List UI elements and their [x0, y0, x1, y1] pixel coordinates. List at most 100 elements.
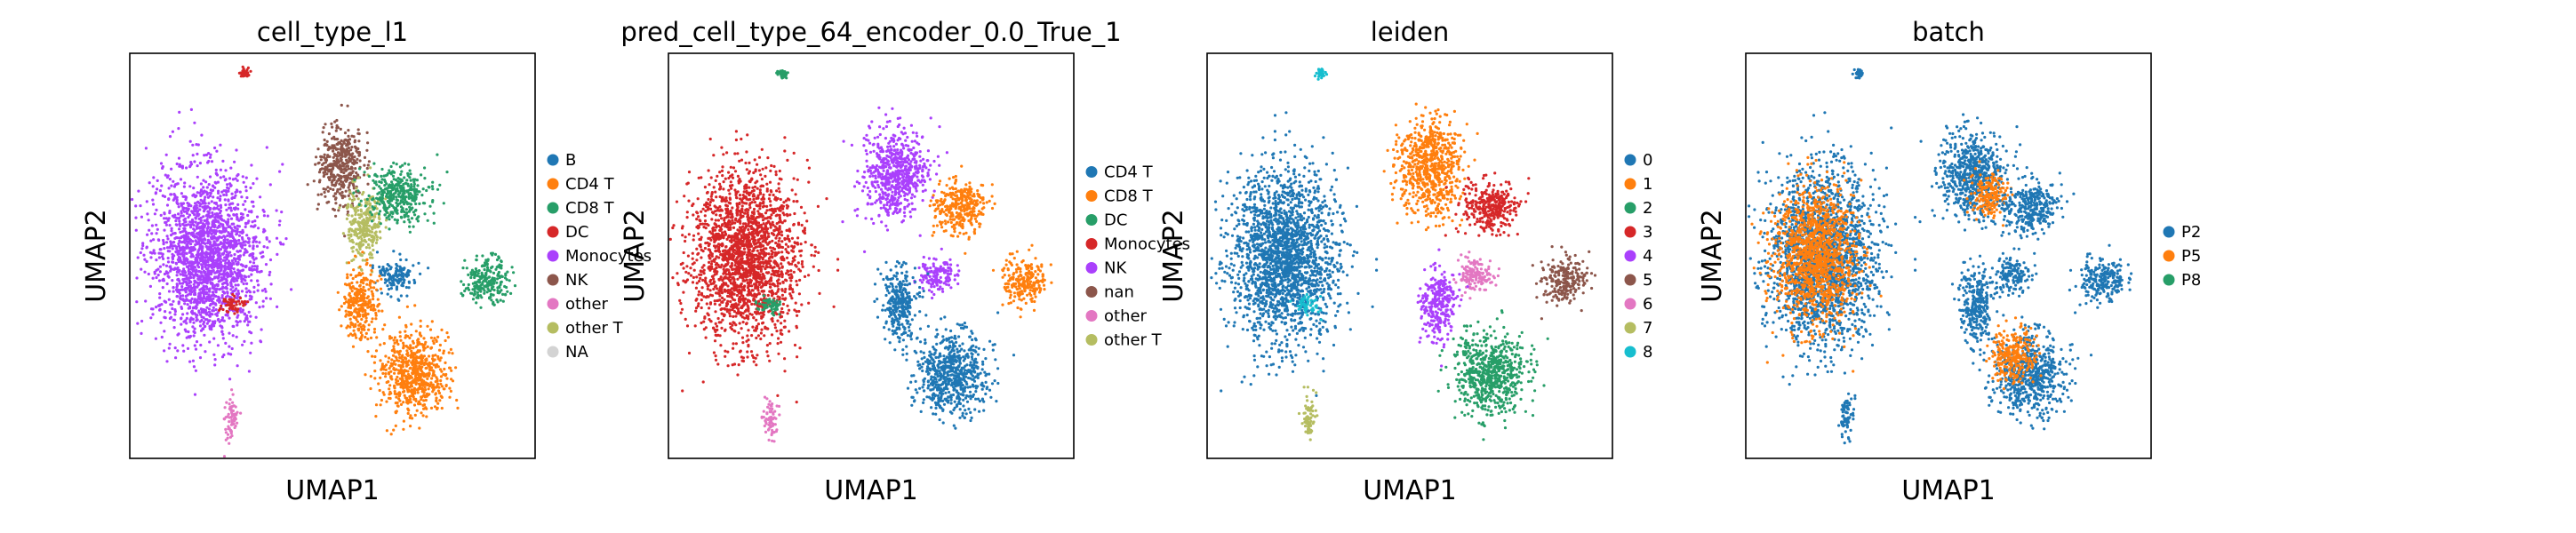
point: [419, 367, 422, 370]
point: [167, 187, 171, 190]
point: [155, 268, 158, 272]
point: [146, 212, 149, 216]
point: [361, 193, 364, 196]
point: [204, 350, 207, 354]
point: [164, 264, 169, 267]
point: [178, 227, 181, 231]
point: [220, 287, 223, 290]
point: [417, 261, 420, 265]
point: [248, 294, 252, 298]
point: [195, 315, 198, 319]
point: [424, 358, 428, 362]
point: [496, 277, 500, 281]
point: [412, 196, 415, 200]
point: [402, 278, 405, 282]
point: [372, 327, 377, 331]
point: [406, 407, 410, 410]
cluster-4: [237, 65, 252, 78]
point: [355, 336, 358, 339]
point: [437, 348, 442, 352]
point: [213, 236, 217, 240]
point: [408, 220, 412, 224]
point: [404, 384, 407, 387]
point: [373, 215, 377, 219]
point: [198, 324, 203, 328]
point: [375, 174, 379, 179]
point: [382, 342, 386, 346]
point: [436, 389, 440, 393]
point: [163, 247, 166, 251]
point: [395, 195, 398, 199]
point: [227, 213, 230, 217]
point: [186, 211, 189, 215]
point: [254, 240, 258, 243]
point: [338, 308, 341, 312]
point: [487, 275, 491, 279]
point: [336, 190, 340, 194]
point: [224, 295, 228, 298]
point: [406, 351, 410, 355]
point: [182, 227, 186, 230]
point: [277, 223, 281, 227]
point: [171, 256, 174, 259]
point: [229, 288, 233, 291]
point: [140, 331, 143, 335]
point: [268, 297, 272, 300]
point: [252, 290, 256, 294]
point: [400, 372, 404, 376]
point: [392, 171, 396, 174]
point: [199, 329, 204, 332]
point: [175, 245, 179, 249]
point: [784, 287, 788, 291]
point: [201, 255, 204, 259]
point: [263, 229, 267, 233]
point: [223, 244, 227, 248]
point: [358, 273, 362, 276]
point: [211, 237, 214, 241]
point: [196, 282, 201, 285]
point: [229, 408, 233, 411]
point: [411, 339, 415, 343]
point: [185, 251, 188, 255]
point: [348, 227, 351, 231]
point: [227, 264, 230, 268]
point: [372, 308, 375, 312]
point: [405, 305, 409, 308]
point: [362, 285, 365, 289]
point: [233, 252, 236, 257]
point: [395, 393, 398, 396]
point: [335, 162, 339, 165]
point: [213, 146, 217, 150]
point: [240, 215, 244, 219]
point: [432, 387, 436, 391]
point: [356, 197, 360, 201]
point: [162, 279, 165, 282]
point: [226, 238, 229, 242]
point: [181, 245, 185, 249]
point: [379, 187, 382, 190]
point: [396, 375, 399, 379]
point: [380, 309, 384, 313]
point: [230, 235, 234, 238]
point: [344, 189, 348, 193]
point: [236, 273, 239, 276]
point: [172, 286, 175, 290]
point: [340, 175, 344, 179]
point: [368, 202, 372, 205]
point: [365, 224, 369, 227]
point: [230, 222, 234, 226]
point: [481, 282, 484, 286]
point: [252, 285, 256, 289]
point: [367, 323, 371, 327]
point: [182, 298, 186, 303]
point: [424, 366, 428, 370]
point: [250, 341, 253, 345]
point: [396, 274, 399, 279]
point: [198, 301, 202, 305]
point: [236, 179, 239, 182]
point: [204, 195, 207, 199]
point: [768, 282, 772, 286]
point: [410, 322, 413, 326]
point: [430, 383, 435, 386]
point: [185, 316, 188, 320]
